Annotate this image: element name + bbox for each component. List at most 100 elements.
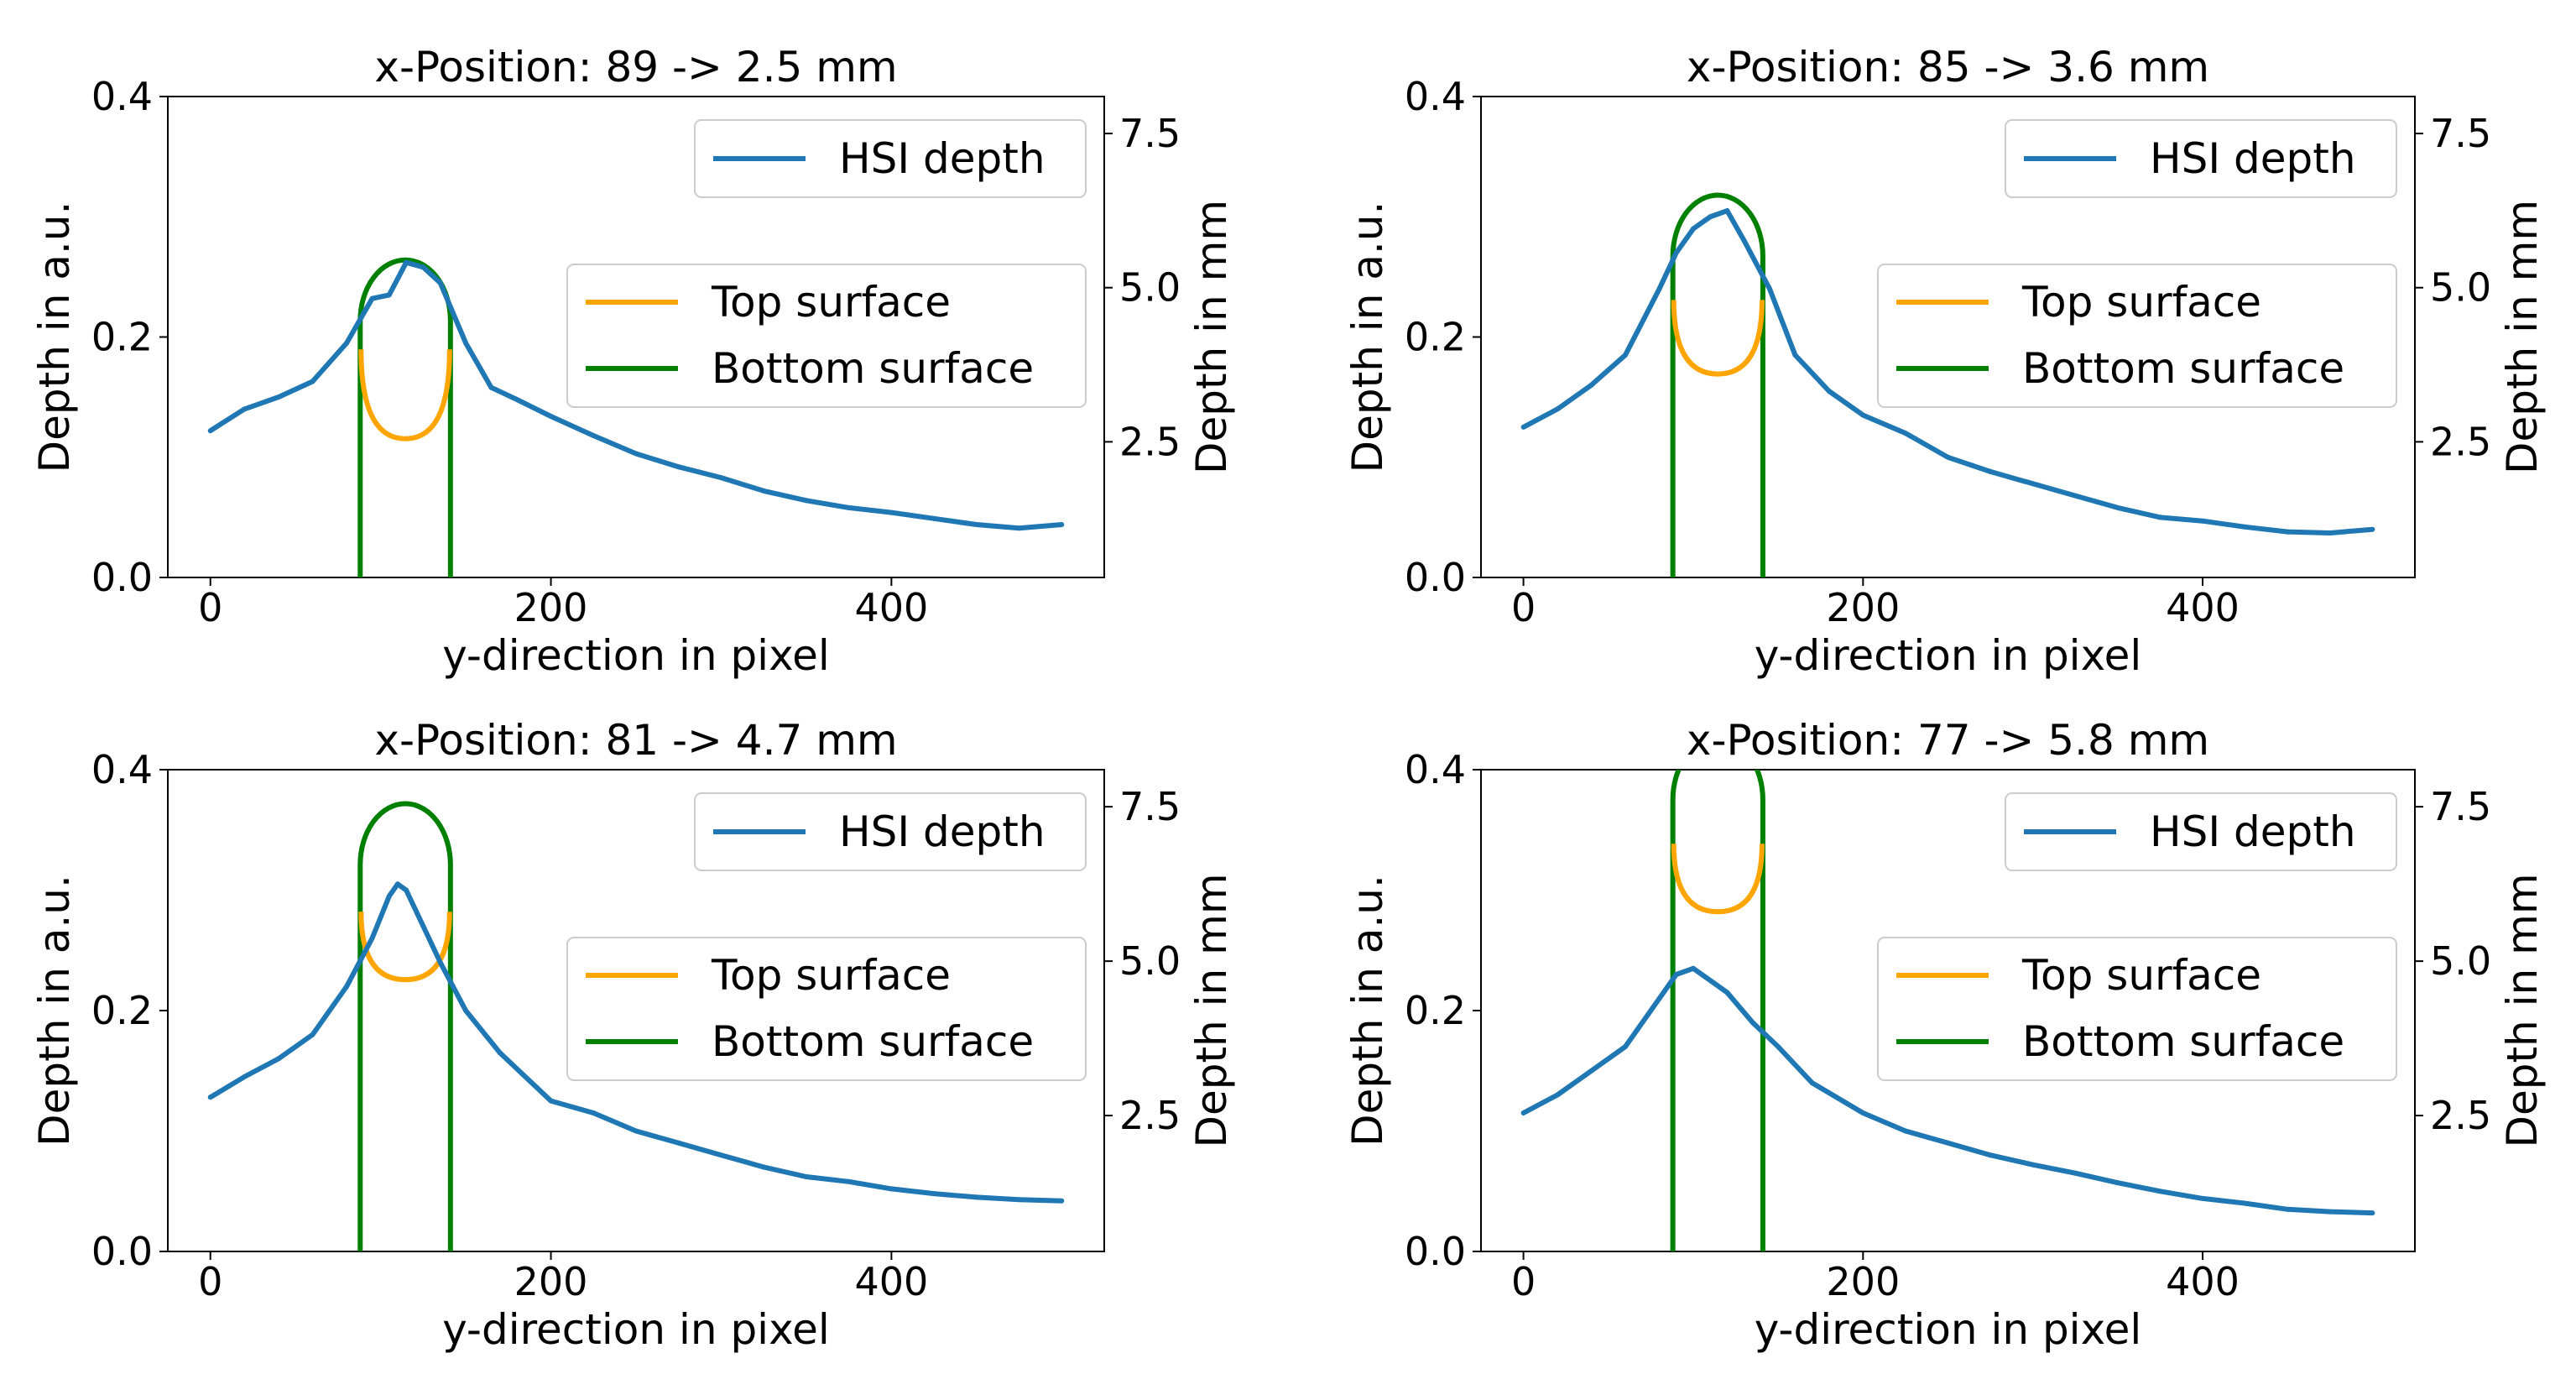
hsi-depth-point	[369, 295, 375, 301]
legend-bottom-surface-label: Bottom surface	[2022, 344, 2344, 393]
x-tick-label: 0	[198, 585, 222, 630]
hsi-depth-point	[242, 406, 248, 412]
hsi-depth-point	[1691, 226, 1696, 232]
hsi-depth-point	[1059, 1198, 1065, 1204]
y-right-tick-label: 7.5	[1119, 784, 1181, 829]
hsi-depth-point	[1673, 250, 1679, 256]
y-tick-label: 0.4	[1405, 747, 1466, 792]
hsi-depth-point	[1555, 406, 1561, 412]
bottom-surface-line	[1670, 770, 1765, 1251]
y-tick-label: 0.2	[1405, 988, 1466, 1033]
y-right-axis-label: Depth in mm	[2498, 200, 2547, 474]
hsi-depth-point	[344, 340, 350, 346]
y-axis-label: Depth in a.u.	[30, 875, 79, 1147]
hsi-depth-point	[2285, 1206, 2291, 1212]
hsi-depth-point	[1767, 286, 1772, 292]
hsi-depth-point	[1588, 1068, 1594, 1074]
hsi-depth-point	[463, 340, 469, 346]
hsi-depth-point	[634, 1128, 639, 1134]
hsi-depth-point	[973, 1194, 979, 1200]
legend-hsi-label: HSI depth	[2150, 807, 2356, 856]
hsi-depth-point	[1988, 1152, 1994, 1158]
legend-top-surface-label: Top surface	[2021, 951, 2261, 1000]
x-tick-label: 200	[514, 1259, 588, 1304]
hsi-depth-point	[2030, 1162, 2036, 1168]
hsi-depth-point	[1016, 1197, 1022, 1203]
hsi-depth-point	[344, 984, 350, 990]
hsi-depth-point	[591, 1110, 597, 1115]
hsi-depth-point	[2115, 1180, 2120, 1186]
hsi-depth-point	[420, 264, 426, 270]
hsi-depth-point	[497, 1050, 503, 1056]
y-tick-label: 0.0	[1405, 555, 1466, 600]
hsi-depth-point	[761, 488, 767, 494]
hsi-depth-point	[1902, 431, 1908, 436]
x-tick-label: 400	[854, 585, 928, 630]
hsi-depth-point	[463, 1008, 469, 1013]
legend-bottom-surface-label: Bottom surface	[2022, 1017, 2344, 1066]
hsi-depth-point	[386, 292, 392, 298]
hsi-depth-point	[2030, 481, 2036, 487]
hsi-depth-point	[2242, 524, 2248, 530]
plot-area	[207, 257, 1065, 577]
hsi-depth-point	[761, 1164, 767, 1170]
top-surface-line	[358, 349, 452, 441]
hsi-depth-point	[1656, 286, 1662, 292]
hsi-depth-point	[1809, 1080, 1815, 1086]
hsi-depth-point	[1724, 208, 1730, 214]
legend-lower-box	[1877, 264, 2397, 408]
legend-hsi-label: HSI depth	[839, 134, 1046, 183]
y-right-axis-label: Depth in mm	[1187, 873, 1236, 1147]
hsi-depth-point	[1588, 382, 1594, 388]
hsi-depth-point	[2073, 493, 2078, 499]
hsi-depth-point	[404, 259, 409, 265]
hsi-depth-point	[846, 1178, 852, 1184]
hsi-depth-point	[1749, 1020, 1755, 1026]
chart-title: x-Position: 77 -> 5.8 mm	[1687, 716, 2209, 765]
plot-area	[207, 801, 1065, 1251]
y-right-tick-label: 2.5	[2430, 419, 2491, 464]
hsi-depth-point	[1826, 389, 1832, 394]
hsi-depth-point	[548, 414, 554, 419]
x-tick-label: 200	[514, 585, 588, 630]
y-tick-label: 0.2	[91, 315, 153, 360]
hsi-depth-point	[889, 1186, 894, 1192]
y-tick-label: 0.4	[91, 747, 153, 792]
legend-lower-box	[566, 937, 1087, 1081]
hsi-depth-line	[209, 259, 1062, 531]
hsi-depth-point	[591, 433, 597, 438]
y-tick-label: 0.4	[91, 74, 153, 119]
x-axis-label: y-direction in pixel	[442, 1305, 830, 1354]
hsi-depth-point	[310, 379, 315, 384]
y-tick-label: 0.0	[91, 1229, 153, 1274]
y-right-tick-label: 2.5	[1119, 419, 1181, 464]
hsi-depth-point	[1656, 995, 1662, 1001]
y-tick-label: 0.2	[1405, 315, 1466, 360]
y-axis-label: Depth in a.u.	[30, 201, 79, 473]
x-tick-label: 200	[1826, 585, 1900, 630]
hsi-depth-point	[1776, 1044, 1781, 1049]
hsi-depth-line	[209, 881, 1062, 1204]
subplot-4: x-Position: 77 -> 5.8 mm 0 200 400 0.0 0.2 0.4…	[1343, 716, 2547, 1354]
legend-upper-box	[694, 119, 1087, 198]
y-right-tick-label: 7.5	[2430, 784, 2491, 829]
hsi-depth-point	[420, 923, 426, 929]
hsi-depth-point	[2327, 530, 2333, 535]
hsi-depth-point	[2115, 504, 2120, 510]
hsi-depth-point	[634, 451, 639, 457]
y-right-tick-label: 5.0	[1119, 265, 1181, 311]
y-tick-label: 0.4	[1405, 74, 1466, 119]
hsi-depth-point	[386, 893, 392, 899]
y-right-tick-label: 5.0	[2430, 938, 2491, 984]
bottom-surface-line	[1670, 193, 1765, 577]
hsi-depth-point	[675, 1140, 681, 1146]
hsi-depth-point	[394, 881, 400, 887]
hsi-depth-point	[2327, 1209, 2333, 1215]
hsi-depth-point	[1945, 454, 1951, 460]
x-axis-label: y-direction in pixel	[1755, 1305, 2142, 1354]
hsi-depth-point	[1945, 1140, 1951, 1146]
legend-top-surface-label: Top surface	[2021, 278, 2261, 327]
x-tick-label: 400	[2166, 585, 2240, 630]
hsi-depth-point	[2370, 1210, 2375, 1216]
